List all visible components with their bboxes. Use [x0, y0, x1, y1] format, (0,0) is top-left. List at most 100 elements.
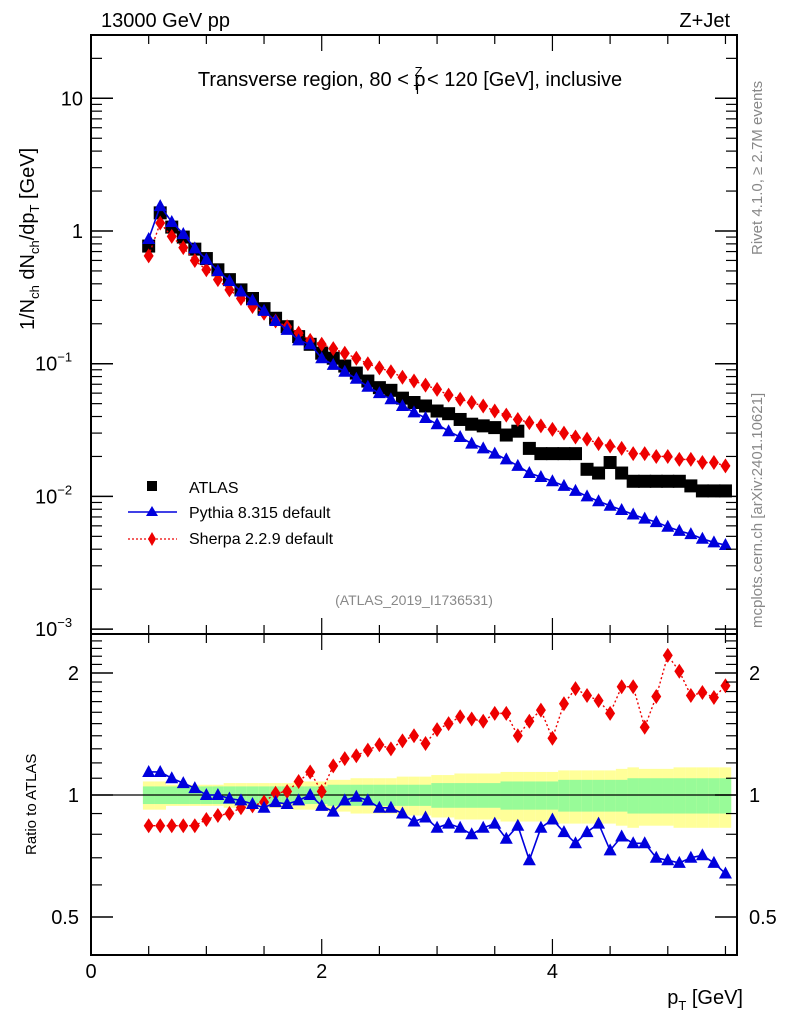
mcplots-credit-text: mcplots.cern.ch [arXiv:2401.10621] — [749, 393, 766, 628]
sherpa-ratio-point — [616, 679, 627, 695]
pythia-point — [338, 364, 352, 377]
pythia-ratio-point — [453, 820, 467, 833]
sherpa-point — [547, 421, 558, 437]
sherpa-point — [628, 446, 639, 462]
pythia-ratio-point — [569, 836, 582, 849]
pythia-point — [269, 313, 283, 326]
pythia-point — [246, 293, 259, 306]
atlas-point — [626, 474, 640, 488]
analysis-watermark: (ATLAS_2019_I1736531) — [335, 592, 493, 608]
sherpa-ratio-point — [212, 808, 223, 824]
pythia-point — [442, 424, 456, 437]
atlas-point — [395, 391, 409, 405]
sherpa-ratio-point — [201, 812, 212, 828]
stat-uncertainty-band — [627, 778, 639, 814]
pythia-point — [234, 284, 248, 297]
sherpa-ratio-point — [178, 818, 189, 834]
atlas-point — [511, 424, 525, 438]
pythia-point — [684, 527, 698, 540]
pythia-ratio-point — [592, 816, 606, 829]
sherpa-point — [224, 282, 235, 298]
pythia-ratio-point — [557, 825, 571, 838]
ratio-y-tick-label-left: 1 — [68, 785, 79, 807]
sherpa-ratio-point — [570, 681, 581, 697]
pythia-ratio-point — [707, 855, 721, 868]
sherpa-point — [374, 360, 385, 376]
sherpa-ratio-point — [143, 818, 154, 834]
sherpa-ratio-point — [362, 742, 373, 758]
pythia-ratio-point — [672, 855, 686, 868]
pythia-point — [453, 430, 467, 443]
sherpa-point — [512, 411, 523, 427]
sherpa-point — [697, 455, 708, 471]
pythia-ratio-point — [303, 788, 317, 800]
pythia-ratio-point — [545, 812, 559, 825]
sherpa-ratio-point — [293, 773, 304, 789]
sherpa-ratio-point — [478, 713, 489, 729]
sherpa-point — [605, 438, 616, 454]
pythia-point — [465, 436, 479, 449]
ratio-y-tick-label-left: 0.5 — [51, 907, 79, 929]
sherpa-ratio-point — [639, 719, 650, 735]
sherpa-point — [443, 387, 454, 403]
y-tick-label: 10−1 — [35, 350, 72, 376]
main-y-axis-label: 1/Nch dNch/dpT [GeV] — [17, 148, 42, 330]
pythia-point — [165, 214, 179, 227]
sherpa-ratio-point — [339, 751, 350, 767]
legend-marker-square — [147, 481, 157, 491]
atlas-point — [453, 412, 467, 426]
pythia-point — [522, 466, 536, 479]
pythia-ratio-point — [326, 804, 340, 817]
pythia-ratio-point — [580, 825, 594, 838]
pythia-ratio-point — [615, 829, 629, 842]
sherpa-point — [478, 398, 489, 414]
sherpa-point — [674, 451, 685, 467]
pythia-point — [476, 441, 490, 454]
sherpa-ratio-point — [155, 818, 166, 834]
ratio-y-tick-label-right: 0.5 — [749, 907, 777, 929]
stat-uncertainty-band — [604, 779, 616, 812]
sherpa-point — [662, 448, 673, 464]
sherpa-point — [535, 418, 546, 434]
pythia-point — [707, 535, 721, 548]
sherpa-point — [189, 252, 200, 268]
pythia-point — [649, 515, 663, 528]
pythia-point — [511, 458, 525, 471]
sherpa-ratio-point — [374, 737, 385, 753]
sherpa-point — [166, 228, 177, 244]
pythia-point — [488, 446, 502, 459]
stat-uncertainty-band — [662, 778, 674, 814]
rivet-version-text: Rivet 4.1.0, ≥ 2.7M events — [749, 81, 766, 255]
sherpa-point — [639, 446, 650, 462]
pythia-point — [280, 322, 294, 335]
pythia-point — [603, 498, 617, 511]
sherpa-ratio-point — [685, 687, 696, 703]
sherpa-point — [362, 356, 373, 372]
pythia-ratio-point — [649, 850, 663, 863]
stat-uncertainty-band — [650, 778, 663, 814]
atlas-point — [661, 474, 675, 488]
pythia-ratio-point — [476, 820, 490, 833]
pythia-ratio-point — [522, 853, 536, 866]
pythia-point — [419, 410, 433, 423]
pythia-ratio-point — [246, 797, 259, 810]
y-tick-label: 1 — [72, 221, 83, 243]
pythia-ratio-point — [430, 820, 444, 833]
atlas-point — [695, 484, 709, 498]
pythia-ratio-point — [684, 850, 698, 863]
sherpa-ratio-point — [651, 689, 662, 705]
sherpa-ratio-point — [547, 730, 558, 746]
pythia-point — [499, 452, 513, 465]
main-plot-panel: 10 1 10−1 10−2 10−3 Transverse region, 80 < … — [17, 34, 738, 641]
legend-marker-diamond — [148, 532, 156, 546]
ratio-y-tick-label-right: 1 — [749, 785, 760, 807]
pythia-ratio-point — [361, 793, 375, 806]
main-plot-title: Transverse region, 80 < pZ T < 120 [GeV],… — [198, 64, 622, 97]
atlas-point — [649, 474, 663, 488]
stat-uncertainty-band — [673, 778, 686, 814]
pythia-ratio-point — [499, 831, 513, 844]
sherpa-ratio-point — [535, 702, 546, 718]
sherpa-point — [397, 369, 408, 385]
sherpa-point — [616, 440, 627, 456]
sherpa-point — [409, 373, 419, 389]
